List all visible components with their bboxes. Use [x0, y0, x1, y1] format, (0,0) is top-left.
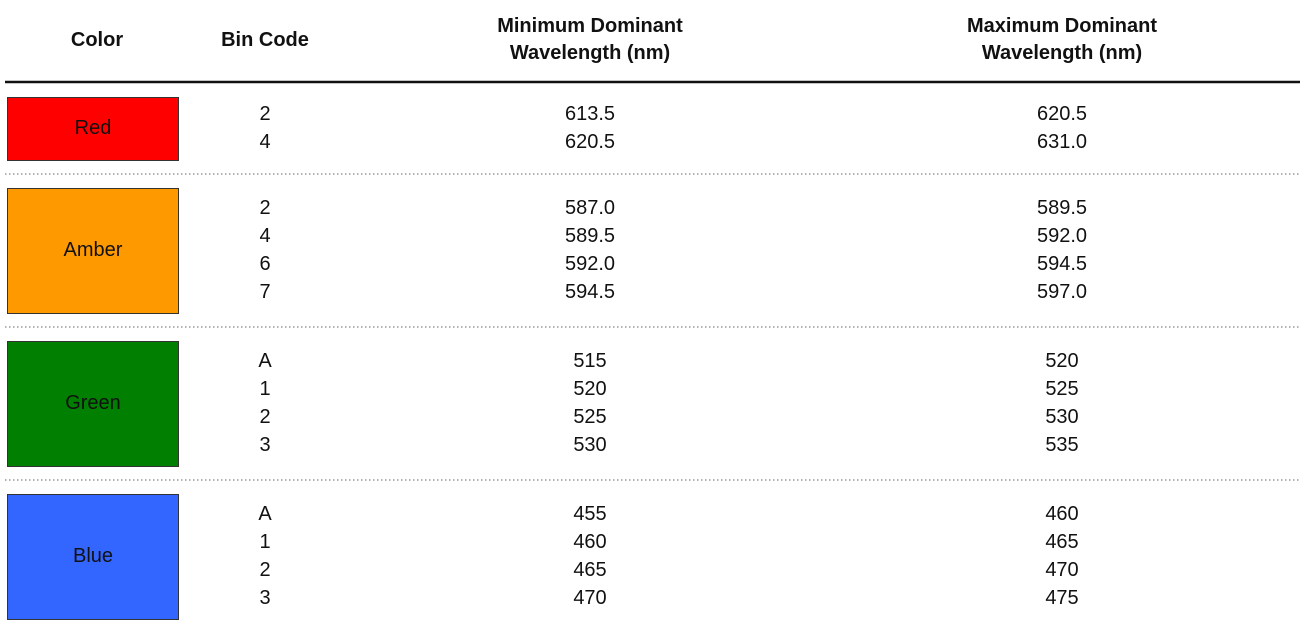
cell: 475 — [1045, 587, 1078, 609]
cell: A — [258, 503, 272, 525]
color-name: Green — [65, 392, 121, 414]
cell: 592.0 — [565, 253, 615, 275]
header-cell: Maximum Dominant Wavelength (nm) — [966, 15, 1158, 64]
cell: 2 — [259, 103, 270, 125]
cell: 470 — [1045, 559, 1078, 581]
cell: 594.5 — [565, 281, 615, 303]
cell: 530 — [1045, 406, 1078, 428]
cell: 631.0 — [1037, 131, 1087, 153]
cell: 465 — [573, 559, 606, 581]
color-swatch — [7, 188, 179, 314]
color-name: Red — [75, 117, 112, 139]
cell: 589.5 — [1037, 197, 1087, 219]
cell: 520 — [1045, 350, 1078, 372]
cell: 4 — [259, 225, 270, 247]
color-name: Amber — [64, 239, 123, 261]
color-swatch — [7, 341, 179, 467]
cell: 587.0 — [565, 197, 615, 219]
cell: 620.5 — [1037, 103, 1087, 125]
header-cell: Color — [70, 28, 124, 51]
cell: 460 — [1045, 503, 1078, 525]
cell: 1 — [259, 531, 270, 553]
cell: 2 — [259, 559, 270, 581]
cell: 589.5 — [565, 225, 615, 247]
cell: 2 — [259, 406, 270, 428]
cell: 465 — [1045, 531, 1078, 553]
cell: 525 — [573, 406, 606, 428]
cell: 515 — [573, 350, 606, 372]
cell: 470 — [573, 587, 606, 609]
color-swatch — [7, 494, 179, 620]
cell: 6 — [259, 253, 270, 275]
cell: 4 — [259, 131, 270, 153]
cell: 592.0 — [1037, 225, 1087, 247]
color-name: Blue — [73, 545, 113, 567]
color-swatch — [7, 97, 179, 161]
header-cell: Bin Code — [221, 28, 309, 51]
cell: 535 — [1045, 434, 1078, 456]
cell: 2 — [259, 197, 270, 219]
cell: 594.5 — [1037, 253, 1087, 275]
cell: A — [258, 350, 272, 372]
cell: 530 — [573, 434, 606, 456]
cell: 7 — [259, 281, 270, 303]
cell: 3 — [259, 434, 270, 456]
header-cell: Minimum Dominant Wavelength (nm) — [497, 15, 683, 64]
cell: 613.5 — [565, 103, 615, 125]
cell: 525 — [1045, 378, 1078, 400]
cell: 620.5 — [565, 131, 615, 153]
cell: 1 — [259, 378, 270, 400]
cell: 597.0 — [1037, 281, 1087, 303]
cell: 455 — [573, 503, 606, 525]
cell: 520 — [573, 378, 606, 400]
cell: 460 — [573, 531, 606, 553]
cell: 3 — [259, 587, 270, 609]
